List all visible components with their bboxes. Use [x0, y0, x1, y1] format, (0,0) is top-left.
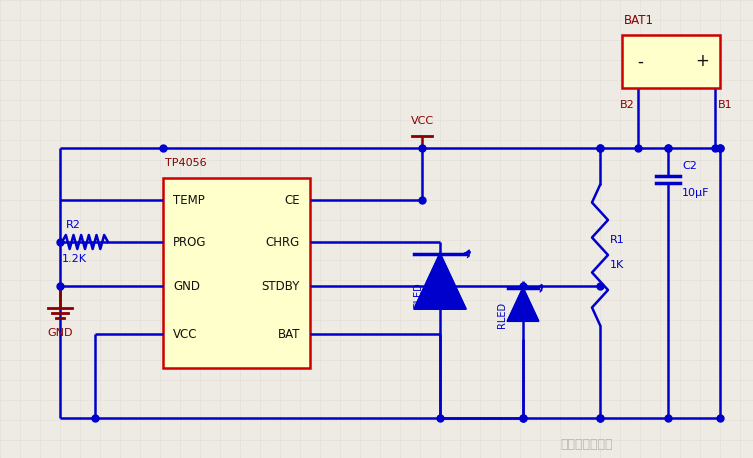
Text: B1: B1 [718, 100, 733, 110]
Text: +: + [695, 53, 709, 71]
Text: CE: CE [285, 193, 300, 207]
Text: RLED: RLED [497, 302, 507, 328]
Text: 10μF: 10μF [682, 188, 709, 198]
Polygon shape [414, 254, 466, 309]
Text: GLED: GLED [414, 282, 424, 309]
Text: 1K: 1K [610, 260, 624, 270]
Text: R1: R1 [610, 235, 625, 245]
Text: BAT: BAT [278, 327, 300, 340]
Text: 1.2K: 1.2K [62, 254, 87, 264]
Text: CHRG: CHRG [266, 235, 300, 249]
Text: STDBY: STDBY [261, 279, 300, 293]
Text: R2: R2 [66, 220, 81, 230]
Text: TP4056: TP4056 [165, 158, 206, 168]
Text: B2: B2 [620, 100, 635, 110]
Text: TEMP: TEMP [173, 193, 205, 207]
Text: BAT1: BAT1 [624, 14, 654, 27]
Text: PROG: PROG [173, 235, 206, 249]
Text: GND: GND [173, 279, 200, 293]
Text: VCC: VCC [173, 327, 197, 340]
Text: 値（什么値得买: 値（什么値得买 [560, 438, 612, 451]
Text: GND: GND [47, 328, 73, 338]
Text: -: - [637, 53, 643, 71]
Text: C2: C2 [682, 161, 697, 171]
Text: VCC: VCC [410, 116, 434, 126]
Bar [163, 178, 310, 368]
Polygon shape [508, 288, 538, 321]
Bar [622, 35, 720, 88]
